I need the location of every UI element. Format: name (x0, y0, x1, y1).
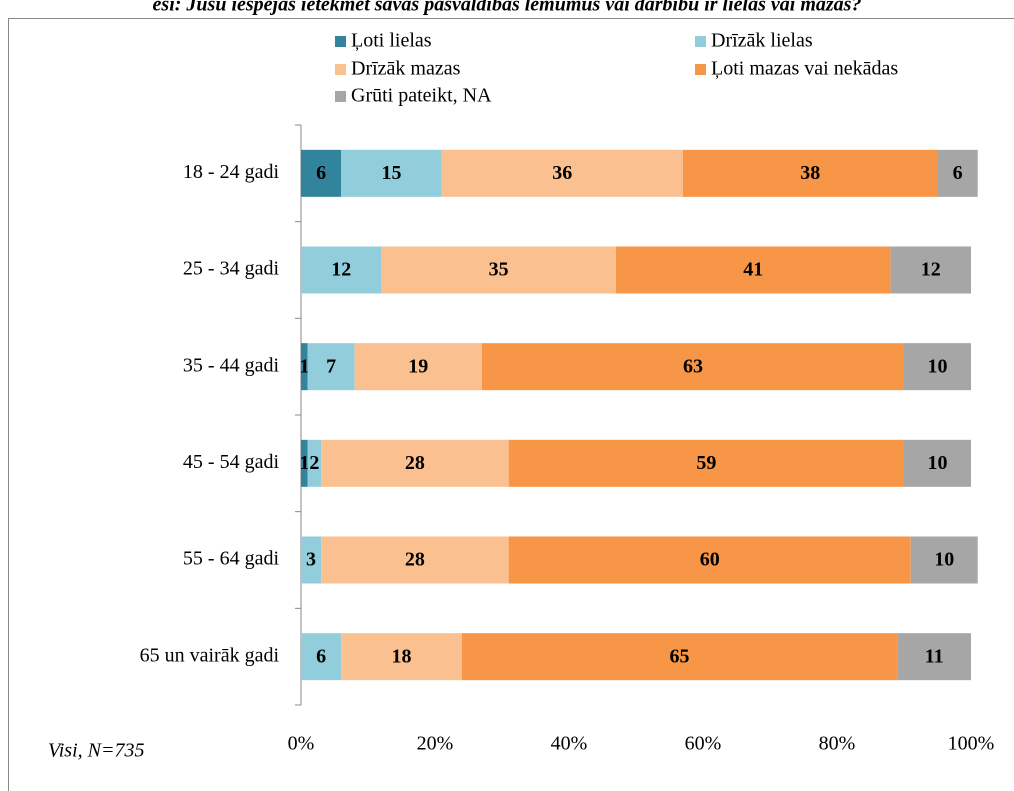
data-label: 28 (405, 452, 425, 474)
bar-segment (897, 633, 971, 681)
bar-segment (441, 149, 683, 197)
bar-segment (301, 343, 308, 391)
bar-segment (461, 633, 898, 681)
bar-segment (508, 439, 904, 487)
bar-segment (301, 246, 382, 294)
data-label: 11 (925, 645, 944, 667)
x-tick-label: 80% (819, 733, 856, 755)
bar-segment (481, 343, 904, 391)
data-label: 12 (331, 259, 351, 281)
y-tick-label: 25 - 34 gadi (183, 258, 280, 280)
bar-segment (301, 536, 322, 584)
legend-label: Drīzāk mazas (351, 58, 461, 80)
bar-segment (354, 343, 482, 391)
chart-title: ēsi: Jūsu iespējas ietekmēt savas pašval… (153, 0, 862, 16)
data-label: 65 (670, 645, 690, 667)
bar-segment (381, 246, 616, 294)
data-label: 15 (381, 162, 401, 184)
data-label: 59 (696, 452, 716, 474)
data-label: 28 (405, 549, 425, 571)
legend-label: Ļoti mazas vai nekādas (711, 58, 898, 80)
data-label: 2 (309, 452, 319, 474)
legend-swatch (695, 64, 706, 75)
y-tick-label: 55 - 64 gadi (183, 548, 280, 570)
data-label: 41 (743, 259, 763, 281)
legend-label: Grūti pateikt, NA (351, 85, 492, 107)
data-label: 6 (316, 645, 326, 667)
data-label: 19 (408, 355, 428, 377)
bar-segment (301, 633, 342, 681)
data-label: 10 (928, 355, 948, 377)
data-label: 3 (306, 549, 316, 571)
bar-segment (301, 439, 308, 487)
bar-segment (890, 246, 971, 294)
data-label: 35 (489, 259, 509, 281)
y-tick-label: 18 - 24 gadi (183, 161, 280, 183)
data-label: 38 (800, 162, 820, 184)
data-label: 63 (683, 355, 703, 377)
bar-segment (937, 149, 978, 197)
y-tick-label: 35 - 44 gadi (183, 354, 280, 376)
data-label: 60 (700, 549, 720, 571)
bar-segment (682, 149, 938, 197)
bar-segment (910, 536, 978, 584)
data-label: 7 (326, 355, 336, 377)
data-label: 6 (316, 162, 326, 184)
bar-segment (301, 149, 342, 197)
legend-swatch (335, 64, 346, 75)
bar-segment (341, 633, 462, 681)
x-tick-label: 20% (417, 733, 454, 755)
legend-label: Drīzāk lielas (711, 30, 813, 52)
bar-segment (321, 439, 509, 487)
bar-segment (321, 536, 509, 584)
note: Visi, N=735 (48, 740, 144, 762)
data-label: 18 (392, 645, 412, 667)
data-label: 10 (934, 549, 954, 571)
data-label: 1 (299, 452, 309, 474)
data-label: 12 (921, 259, 941, 281)
x-tick-label: 100% (948, 733, 995, 755)
data-label: 10 (928, 452, 948, 474)
x-tick-label: 0% (288, 733, 315, 755)
bar-segment (508, 536, 911, 584)
data-label: 1 (299, 355, 309, 377)
data-label: 6 (953, 162, 963, 184)
data-label: 36 (552, 162, 572, 184)
bar-segment (904, 439, 971, 487)
legend-label: Ļoti lielas (351, 30, 432, 52)
x-tick-label: 40% (551, 733, 588, 755)
bar-segment (341, 149, 442, 197)
bar-segment (615, 246, 891, 294)
bar-segment (307, 439, 322, 487)
x-tick-label: 60% (685, 733, 722, 755)
legend-swatch (335, 36, 346, 47)
bar-segment (904, 343, 971, 391)
legend-swatch (695, 36, 706, 47)
y-tick-label: 45 - 54 gadi (183, 451, 280, 473)
y-tick-label: 65 un vairāk gadi (140, 644, 280, 666)
bar-segment (307, 343, 355, 391)
legend-swatch (335, 91, 346, 102)
